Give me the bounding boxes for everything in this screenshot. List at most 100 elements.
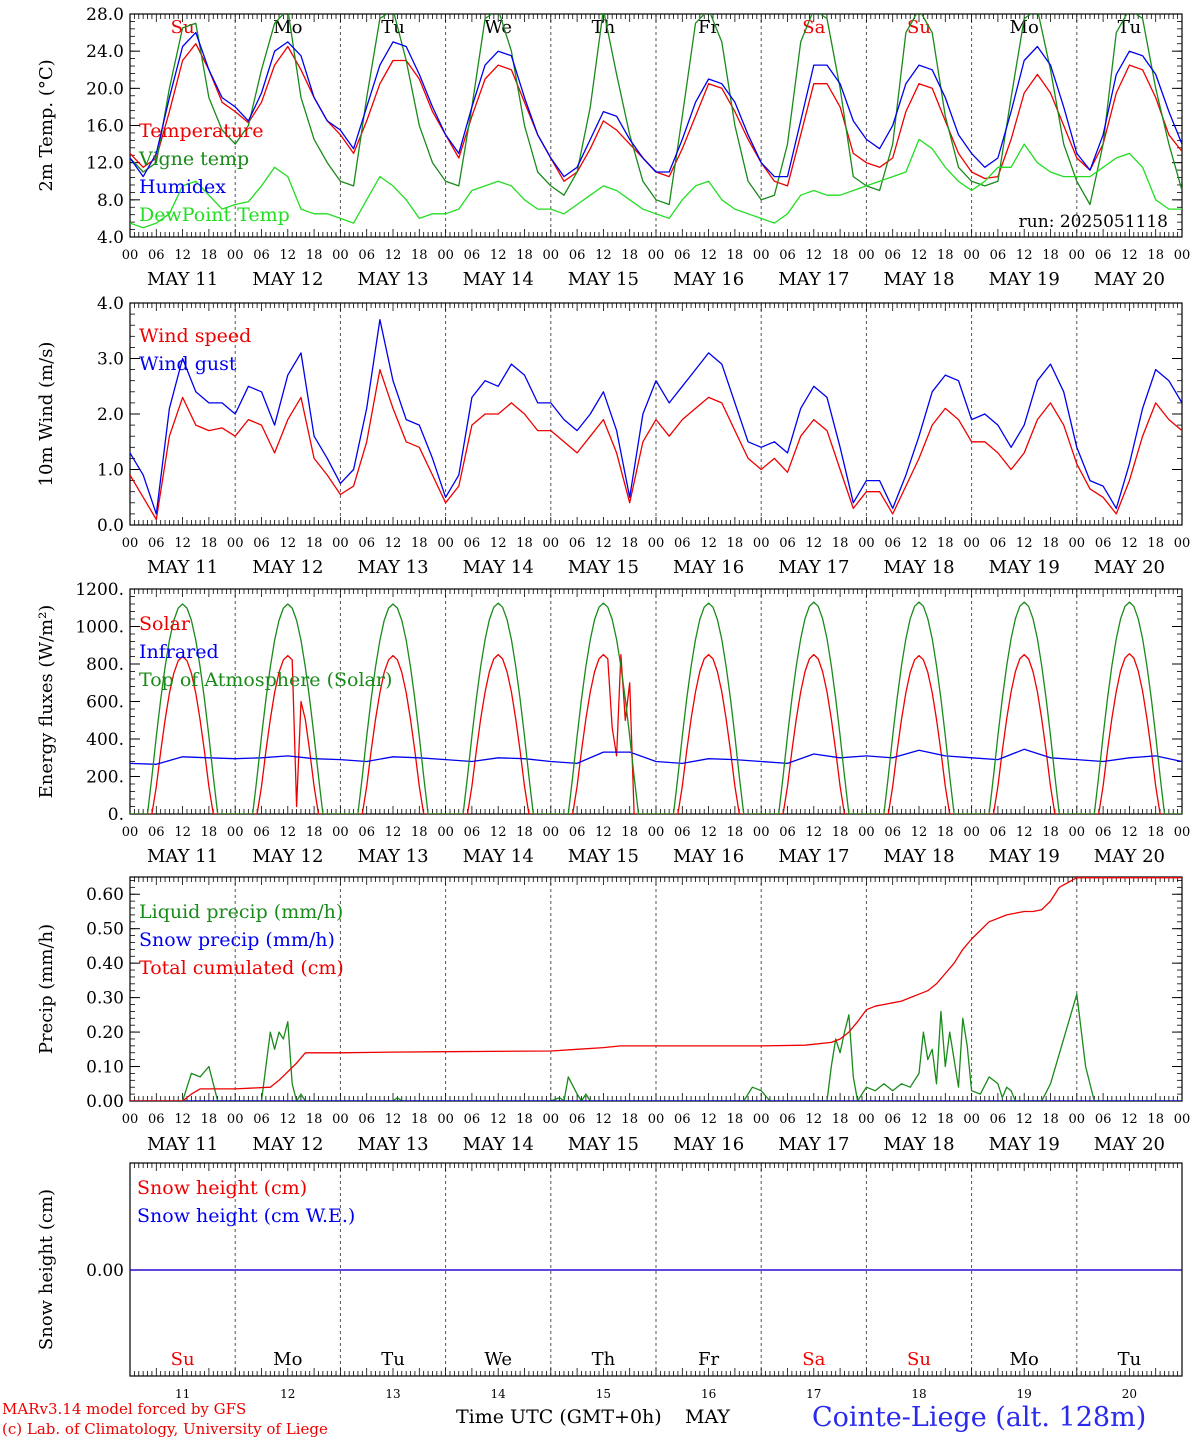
x-hour-label: 00 — [437, 536, 454, 551]
legend-entry: Snow height (cm) — [137, 1177, 307, 1199]
date-label: MAY 15 — [568, 1134, 639, 1155]
y-tick-label: 0.30 — [86, 989, 124, 1009]
legend-entry: Infrared — [139, 641, 219, 663]
x-hour-label: 06 — [148, 825, 165, 840]
panel-4: 0.00 0.10 0.20 0.30 0.40 0.50 0.60 Precip (mm/h… — [36, 876, 1191, 1155]
y-axis-label: 2m Temp. (°C) — [36, 59, 57, 191]
date-label: MAY 11 — [147, 846, 218, 867]
date-label: MAY 11 — [147, 557, 218, 578]
y-tick-label: 3.0 — [97, 350, 124, 370]
legend-entry: Temperature — [139, 120, 263, 142]
x-hour-label: 12 — [1016, 1112, 1033, 1127]
series-infrared — [130, 748, 1182, 765]
x-hour-label: 00 — [1174, 1112, 1191, 1127]
x-hour-label: 18 — [1147, 825, 1164, 840]
day-number-label: 11 — [175, 1387, 190, 1401]
x-hour-label: 00 — [1069, 825, 1086, 840]
x-hour-label: 12 — [174, 825, 191, 840]
x-hour-label: 00 — [1069, 1112, 1086, 1127]
x-hour-label: 12 — [1016, 536, 1033, 551]
date-label: MAY 15 — [568, 846, 639, 867]
x-hour-label: 06 — [464, 825, 481, 840]
x-hour-label: 18 — [306, 248, 323, 263]
date-label: MAY 14 — [463, 846, 534, 867]
x-hour-label: 06 — [253, 825, 270, 840]
x-hour-label: 18 — [201, 825, 218, 840]
x-hour-label: 12 — [1121, 248, 1138, 263]
x-hour-label: 00 — [648, 1112, 665, 1127]
series-group — [130, 14, 1182, 229]
y-axis-label: Energy fluxes (W/m²) — [36, 605, 57, 799]
x-hour-label: 18 — [621, 825, 638, 840]
x-hour-label: 18 — [411, 536, 428, 551]
x-hour-label: 00 — [437, 1112, 454, 1127]
x-hour-label: 12 — [490, 1112, 507, 1127]
date-label: MAY 17 — [778, 846, 849, 867]
series-dewpoint-temp — [130, 138, 1182, 229]
x-hour-label: 12 — [1016, 825, 1033, 840]
x-hour-label: 12 — [1016, 248, 1033, 263]
x-hour-label: 00 — [437, 825, 454, 840]
x-hour-label: 12 — [490, 248, 507, 263]
y-tick-label: 16.0 — [86, 117, 124, 137]
date-label: MAY 18 — [883, 1134, 954, 1155]
x-hour-label: 12 — [280, 248, 297, 263]
legend-entry: Liquid precip (mm/h) — [139, 901, 343, 923]
date-label: MAY 20 — [1094, 557, 1165, 578]
date-label: MAY 20 — [1094, 1134, 1165, 1155]
legend-entry: Humidex — [139, 176, 226, 198]
series-wind-gust — [130, 318, 1182, 515]
x-axis-title: Time UTC (GMT+0h) — [456, 1406, 662, 1428]
station-label: Cointe-Liege (alt. 128m) — [812, 1402, 1147, 1433]
series-top-of-atmosphere-solar — [130, 601, 1182, 814]
series-wind-speed — [130, 368, 1182, 521]
y-tick-label: 400. — [86, 730, 124, 750]
x-hour-label: 12 — [385, 825, 402, 840]
x-hour-label: 12 — [700, 248, 717, 263]
lab-credit: (c) Lab. of Climatology, University of L… — [2, 1420, 328, 1438]
weekday-label: Su — [907, 17, 931, 38]
x-hour-label: 06 — [358, 1112, 375, 1127]
weekday-label: We — [484, 17, 512, 38]
x-hour-label: 00 — [332, 536, 349, 551]
x-hour-label: 06 — [464, 1112, 481, 1127]
day-number-label: 17 — [806, 1387, 821, 1401]
x-hour-label: 00 — [1174, 248, 1191, 263]
x-hour-label: 18 — [411, 825, 428, 840]
series-total-cumulated-cm — [130, 877, 1182, 1101]
x-hour-label: 06 — [148, 248, 165, 263]
x-hour-label: 12 — [595, 1112, 612, 1127]
x-hour-label: 18 — [832, 1112, 849, 1127]
legend-entry: Wind gust — [139, 353, 237, 375]
x-hour-label: 12 — [700, 825, 717, 840]
date-label: MAY 17 — [778, 557, 849, 578]
x-hour-label: 12 — [385, 536, 402, 551]
x-hour-label: 00 — [963, 536, 980, 551]
date-label: MAY 13 — [357, 846, 428, 867]
x-hour-label: 00 — [858, 248, 875, 263]
date-label: MAY 13 — [357, 269, 428, 290]
x-hour-label: 12 — [911, 536, 928, 551]
x-hour-label: 00 — [1174, 825, 1191, 840]
x-hour-label: 06 — [569, 536, 586, 551]
panel-3: 0. 200. 400. 600. 800. 1000. 1200. Energy fluxe… — [36, 580, 1190, 867]
weekday-label: Fr — [698, 1349, 719, 1370]
weekday-label: Sa — [802, 17, 825, 38]
x-hour-label: 18 — [727, 825, 744, 840]
x-hour-label: 18 — [201, 536, 218, 551]
date-label: MAY 20 — [1094, 846, 1165, 867]
x-hour-label: 00 — [122, 536, 139, 551]
x-hour-label: 06 — [990, 825, 1007, 840]
x-hour-label: 00 — [753, 1112, 770, 1127]
x-hour-label: 12 — [280, 536, 297, 551]
y-tick-label: 200. — [86, 768, 124, 788]
x-hour-label: 06 — [990, 248, 1007, 263]
series-liquid-precip-mm-h — [130, 993, 1182, 1101]
y-axis-label: 10m Wind (m/s) — [36, 342, 57, 487]
date-label: MAY 12 — [252, 1134, 323, 1155]
date-label: MAY 18 — [883, 269, 954, 290]
x-hour-label: 18 — [516, 1112, 533, 1127]
x-hour-label: 18 — [1147, 248, 1164, 263]
date-label: MAY 14 — [463, 1134, 534, 1155]
x-hour-label: 00 — [332, 1112, 349, 1127]
